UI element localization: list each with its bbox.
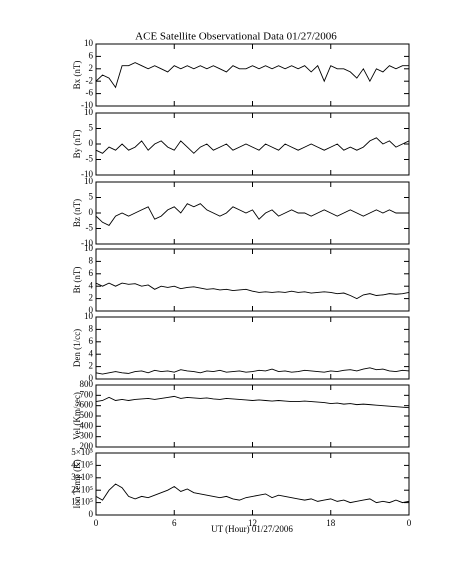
y-tick-label: 4×10⁵ [71, 459, 93, 469]
y-tick-label: 2 [89, 361, 94, 371]
y-tick-label: 2 [89, 63, 94, 73]
y-tick-label: 4 [89, 280, 94, 290]
y-tick-label: 10 [84, 311, 94, 321]
y-axis-label: Den (1/cc) [72, 329, 82, 367]
data-line [95, 137, 410, 154]
y-tick-label: 6 [89, 50, 94, 60]
chart-title: ACE Satellite Observational Data 01/27/2… [135, 31, 337, 43]
data-line [95, 282, 410, 300]
y-tick-label: 6 [89, 336, 94, 346]
y-tick-label: 6 [89, 268, 94, 278]
y-tick-label: 0 [89, 373, 94, 383]
x-tick-label: 0 [407, 518, 412, 528]
data-line [95, 203, 409, 226]
y-tick-label: 10 [84, 38, 94, 48]
y-tick-label: 5×10⁵ [71, 447, 93, 457]
y-tick-label: 500 [80, 410, 94, 420]
y-axis-label: Vel (Km/sec) [72, 392, 82, 440]
x-axis-label: UT (Hour) 01/27/2006 [211, 524, 293, 534]
x-tick-label: 12 [248, 518, 257, 528]
y-axis-label: Bt (nT) [72, 267, 82, 294]
y-tick-label: -10 [81, 100, 93, 110]
y-tick-label: 0 [89, 509, 94, 519]
y-tick-label: 4 [89, 348, 94, 358]
y-tick-label: 10 [84, 176, 94, 186]
y-tick-label: -10 [81, 238, 93, 248]
y-tick-label: -2 [86, 75, 94, 85]
panel-frame [95, 452, 410, 516]
y-tick-label: 10 [84, 243, 94, 253]
panel-frame [95, 112, 410, 176]
x-tick-label: 6 [172, 518, 177, 528]
y-axis-label: Bz (nT) [72, 199, 82, 227]
panel-frame [95, 43, 410, 107]
y-tick-label: 0 [89, 207, 94, 217]
y-tick-label: 800 [80, 379, 94, 389]
y-tick-label: 5 [89, 123, 94, 133]
y-tick-label: 8 [89, 255, 94, 265]
y-tick-label: 2 [89, 293, 94, 303]
panel-frame [95, 248, 410, 312]
data-line [95, 395, 410, 409]
y-tick-label: 2×10⁵ [71, 484, 93, 494]
y-axis-label: By (nT) [72, 130, 82, 159]
y-tick-label: -10 [81, 169, 93, 179]
y-tick-label: 400 [80, 420, 94, 430]
y-tick-label: 8 [89, 323, 94, 333]
x-tick-label: 0 [94, 518, 99, 528]
y-tick-label: -5 [86, 154, 94, 164]
y-axis-label: Ion Temp (K) [72, 459, 82, 508]
y-tick-label: 700 [80, 389, 94, 399]
y-tick-label: 300 [80, 431, 94, 441]
y-tick-label: 200 [80, 441, 94, 451]
data-line [95, 62, 409, 89]
y-tick-label: 0 [89, 138, 94, 148]
panel-frame [95, 384, 410, 448]
y-tick-label: 600 [80, 400, 94, 410]
data-line [95, 483, 410, 504]
y-tick-label: 1×10⁵ [71, 497, 93, 507]
y-tick-label: 10 [84, 107, 94, 117]
panel-frame [95, 181, 410, 245]
y-tick-label: 5 [89, 192, 94, 202]
x-tick-label: 18 [326, 518, 336, 528]
y-tick-label: -6 [86, 88, 94, 98]
y-axis-label: Bx (nT) [72, 61, 82, 90]
data-line [95, 367, 410, 375]
y-tick-label: -5 [86, 223, 94, 233]
y-tick-label: 0 [89, 305, 94, 315]
y-tick-label: 3×10⁵ [71, 472, 93, 482]
